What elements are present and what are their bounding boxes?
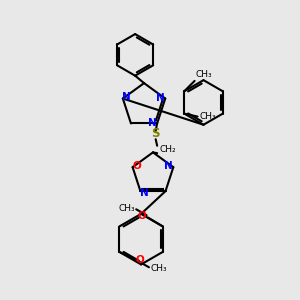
Text: CH₃: CH₃ bbox=[150, 264, 167, 273]
Text: N: N bbox=[140, 188, 148, 198]
Text: CH₃: CH₃ bbox=[196, 70, 212, 79]
Text: N: N bbox=[164, 161, 173, 171]
Text: CH₃: CH₃ bbox=[199, 112, 216, 121]
Text: S: S bbox=[152, 128, 160, 140]
Text: CH₂: CH₂ bbox=[159, 145, 176, 154]
Text: N: N bbox=[122, 92, 131, 102]
Text: N: N bbox=[155, 93, 164, 103]
Text: O: O bbox=[133, 161, 142, 171]
Text: N: N bbox=[148, 118, 157, 128]
Text: O: O bbox=[136, 255, 144, 265]
Text: CH₃: CH₃ bbox=[118, 204, 135, 213]
Text: O: O bbox=[138, 211, 147, 221]
